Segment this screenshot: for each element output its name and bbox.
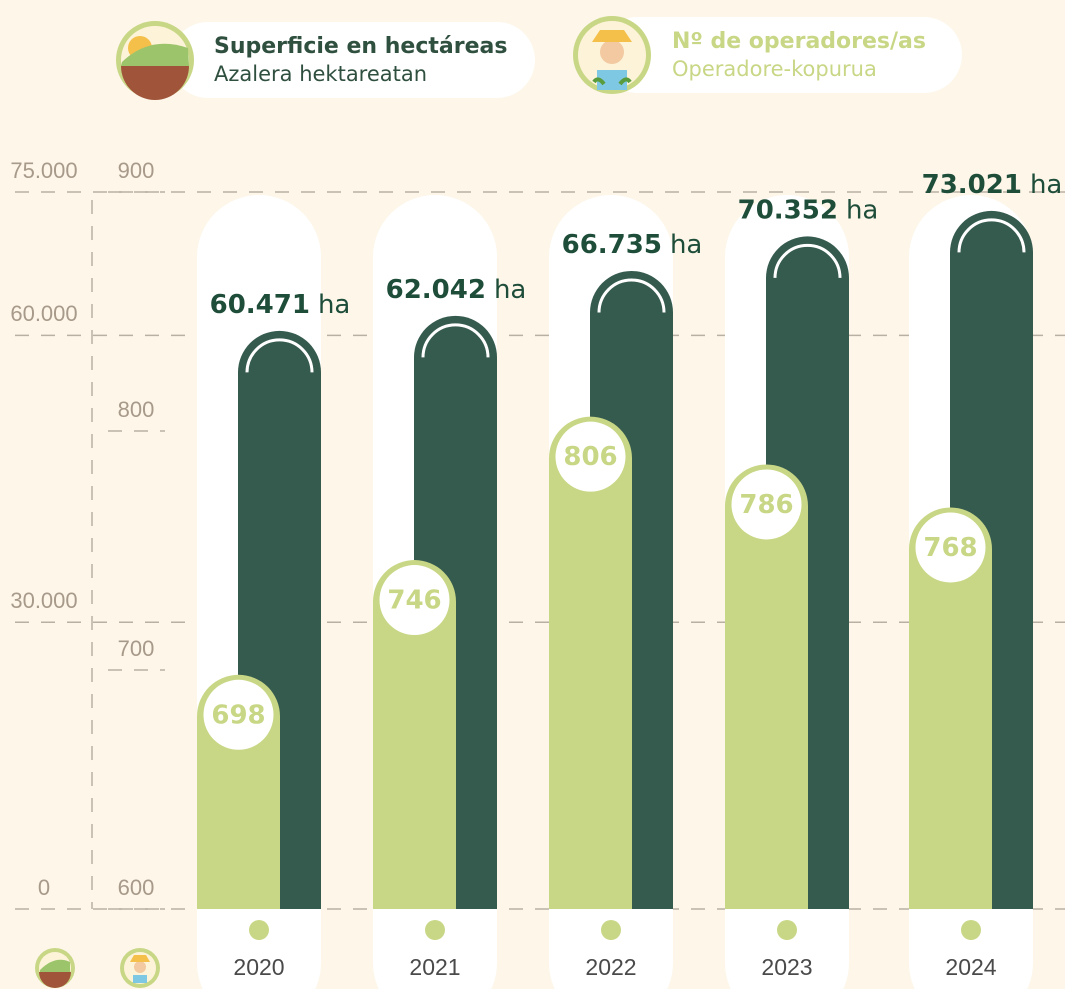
y2-tick-label: 600	[118, 875, 155, 900]
data-label: 73.021 ha	[922, 169, 1063, 199]
data-label: 806	[563, 442, 617, 472]
y-tick-label: 30.000	[10, 588, 77, 613]
x-tick-label: 2024	[945, 954, 996, 980]
grid: 0 30.000 60.000 75.000 600 700 800 900	[10, 158, 1065, 910]
y2-tick-label: 900	[118, 158, 155, 183]
category-dot	[425, 920, 445, 940]
data-label: 746	[387, 586, 441, 616]
bar-cap-arc	[597, 278, 666, 313]
data-label: 786	[739, 490, 793, 520]
y-tick-label: 75.000	[10, 158, 77, 183]
category-dot	[961, 920, 981, 940]
x-tick-label: 2023	[761, 954, 812, 980]
data-label-value: 70.352	[738, 195, 838, 225]
bar-cap-arc	[421, 323, 490, 358]
y2-tick-label: 800	[118, 397, 155, 422]
category-dot	[777, 920, 797, 940]
bar-cap-arc	[773, 243, 842, 278]
bar	[725, 464, 808, 909]
data-label: 66.735 ha	[562, 230, 703, 260]
data-label: 768	[923, 533, 977, 563]
axis-icons	[35, 948, 160, 988]
legend-label: Nº de operadores/as	[672, 29, 926, 54]
bar-cap-arc	[957, 218, 1026, 253]
data-label-unit: ha	[494, 274, 526, 304]
bar	[549, 416, 632, 909]
legend-sublabel: Operadore-kopurua	[672, 57, 877, 81]
legend-pill	[600, 17, 962, 93]
legend-label: Superficie en hectáreas	[214, 34, 507, 59]
y2-tick-label: 700	[118, 636, 155, 661]
x-tick-label: 2021	[409, 954, 460, 980]
bar	[909, 507, 992, 909]
x-tick-label: 2022	[585, 954, 636, 980]
legend-sublabel: Azalera hektareatan	[214, 62, 427, 86]
data-label: 698	[211, 700, 265, 730]
category-dot	[249, 920, 269, 940]
bar-cap-arc	[245, 338, 314, 373]
category-dot	[601, 920, 621, 940]
data-label-value: 73.021	[922, 169, 1022, 199]
data-label: 60.471 ha	[210, 289, 351, 319]
data-label-unit: ha	[318, 289, 350, 319]
data-label: 62.042 ha	[386, 274, 527, 304]
bar	[373, 560, 456, 909]
data-label-value: 66.735	[562, 230, 662, 260]
y-tick-label: 60.000	[10, 301, 77, 326]
field-icon	[116, 21, 194, 100]
marks: 2020 60.471 ha 698 2021 62.042 ha 746 2022 66.735…	[197, 169, 1062, 980]
label-badge	[731, 469, 802, 540]
x-tick-label: 2020	[233, 954, 284, 980]
y-tick-label: 0	[38, 875, 50, 900]
label-badge	[555, 421, 626, 492]
label-badge	[379, 565, 450, 636]
label-badge	[915, 512, 986, 583]
data-label-unit: ha	[670, 230, 702, 260]
label-badge	[203, 679, 274, 750]
data-label: 70.352 ha	[738, 195, 879, 225]
farmer-icon	[573, 16, 651, 94]
legend-pill	[170, 22, 535, 98]
legend: Superficie en hectáreas Azalera hektarea…	[116, 16, 962, 100]
data-label-unit: ha	[1030, 169, 1062, 199]
data-label-value: 60.471	[210, 289, 310, 319]
data-label-unit: ha	[846, 195, 878, 225]
data-label-value: 62.042	[386, 274, 486, 304]
